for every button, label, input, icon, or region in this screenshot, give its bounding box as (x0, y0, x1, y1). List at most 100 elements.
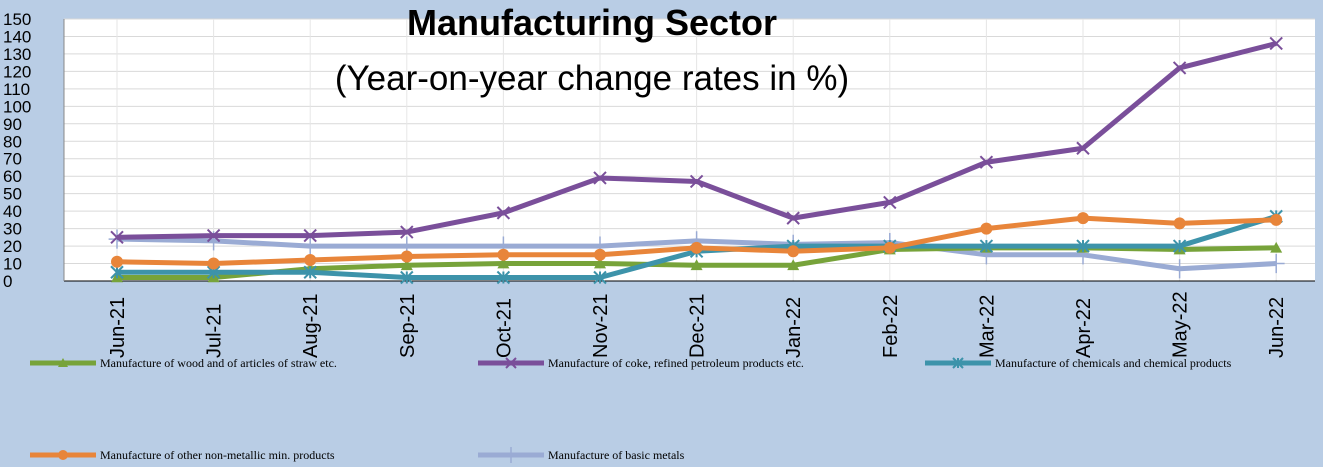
y-tick-label: 50 (3, 185, 22, 204)
data-point (1076, 239, 1090, 253)
data-point (206, 228, 221, 243)
marker-stroke (1076, 141, 1090, 155)
legend-swatch-marker (505, 357, 517, 369)
data-point (979, 155, 994, 169)
x-tick-label: Aug-21 (300, 294, 322, 359)
data-point (883, 195, 897, 210)
legend-label: Manufacture of other non-metallic min. p… (100, 448, 335, 462)
y-tick-label: 140 (3, 27, 31, 46)
x-tick-label: Mar-22 (976, 295, 998, 358)
y-tick-label: 60 (3, 167, 22, 186)
x-tick-label: Sep-21 (397, 294, 419, 359)
marker-stroke (303, 228, 317, 243)
legend-label: Manufacture of wood and of articles of s… (100, 356, 337, 370)
y-tick-label: 40 (3, 202, 22, 221)
y-tick-label: 100 (3, 97, 31, 116)
data-point (883, 241, 896, 254)
marker-stroke (206, 228, 221, 243)
series-group (110, 36, 1283, 245)
x-tick-label: Dec-21 (687, 294, 709, 358)
data-point (400, 270, 414, 285)
data-point (400, 225, 414, 239)
y-tick-label: 0 (3, 272, 12, 291)
x-axis-ticks: Jun-21 Jul-21 Aug-21 Sep-21 Oct-21 Nov-21 Dec-… (107, 291, 1288, 358)
legend-swatch-marker (58, 358, 68, 367)
marker-stroke (689, 174, 704, 189)
y-tick-label: 130 (3, 45, 31, 64)
data-point (496, 270, 511, 285)
y-tick-label: 80 (3, 132, 22, 151)
data-point (207, 257, 220, 270)
data-point (787, 259, 800, 271)
legend-label: Manufacture of basic metals (548, 448, 685, 462)
marker-stroke (593, 171, 607, 185)
legend-entry: Manufacture of chemicals and chemical pr… (925, 356, 1232, 370)
data-point (1172, 61, 1187, 75)
legend: Manufacture of wood and of articles of s… (30, 356, 1232, 463)
x-tick-label: Nov-21 (590, 294, 612, 358)
x-tick-label: Jul-21 (204, 304, 226, 358)
y-tick-label: 30 (3, 220, 22, 239)
data-point (1267, 253, 1285, 274)
legend-entry: Manufacture of wood and of articles of s… (30, 356, 337, 370)
data-point (786, 211, 800, 225)
data-point (1269, 36, 1283, 51)
x-tick-label: Jun-22 (1266, 297, 1288, 358)
chart-subtitle: (Year-on-year change rates in %) (335, 59, 849, 98)
data-point (304, 254, 317, 267)
data-point (1173, 217, 1186, 230)
data-point (496, 206, 511, 220)
data-point (1077, 212, 1089, 225)
y-tick-label: 110 (3, 80, 30, 99)
data-point (303, 265, 317, 279)
legend-label: Manufacture of chemicals and chemical pr… (995, 356, 1232, 370)
data-point (787, 245, 800, 258)
x-tick-label: Jan-22 (783, 297, 805, 358)
marker-stroke (110, 230, 124, 245)
x-tick-label: May-22 (1170, 291, 1192, 358)
legend-entry: Manufacture of coke, refined petroleum p… (478, 356, 804, 370)
data-point (594, 248, 606, 261)
data-point (690, 241, 703, 254)
y-tick-label: 10 (3, 255, 22, 274)
y-tick-label: 20 (3, 237, 22, 256)
data-point (593, 171, 607, 185)
data-point (594, 257, 606, 269)
data-point (593, 270, 607, 285)
legend-swatch-marker (504, 447, 518, 463)
marker-stroke (505, 357, 517, 369)
data-point (1076, 141, 1090, 155)
legend-label: Manufacture of coke, refined petroleum p… (548, 356, 804, 370)
data-point (689, 174, 704, 189)
marker-stroke (979, 155, 994, 169)
marker-stroke (496, 206, 511, 220)
data-point (497, 248, 510, 261)
legend-swatch-marker (952, 357, 964, 369)
series-lines (108, 36, 1285, 285)
marker-stroke (883, 195, 897, 210)
y-tick-label: 90 (3, 115, 22, 134)
data-point (400, 250, 413, 263)
data-point (1172, 239, 1187, 253)
series-group (111, 212, 1283, 270)
legend-swatch-marker (58, 450, 68, 460)
marker-stroke (1172, 61, 1187, 75)
y-tick-label: 120 (3, 62, 31, 81)
x-tick-label: Jun-21 (107, 297, 129, 358)
data-point (303, 228, 317, 243)
chart-title: Manufacturing Sector (407, 2, 777, 43)
data-point (1171, 259, 1188, 279)
y-tick-label: 150 (3, 10, 31, 29)
data-point (1270, 213, 1283, 226)
x-tick-label: Oct-21 (493, 298, 515, 358)
data-point (301, 236, 319, 256)
data-point (400, 259, 413, 271)
data-point (690, 259, 703, 271)
marker-stroke (1269, 36, 1283, 51)
data-point (497, 257, 510, 269)
data-point (111, 255, 123, 268)
legend-entry: Manufacture of other non-metallic min. p… (30, 448, 335, 462)
